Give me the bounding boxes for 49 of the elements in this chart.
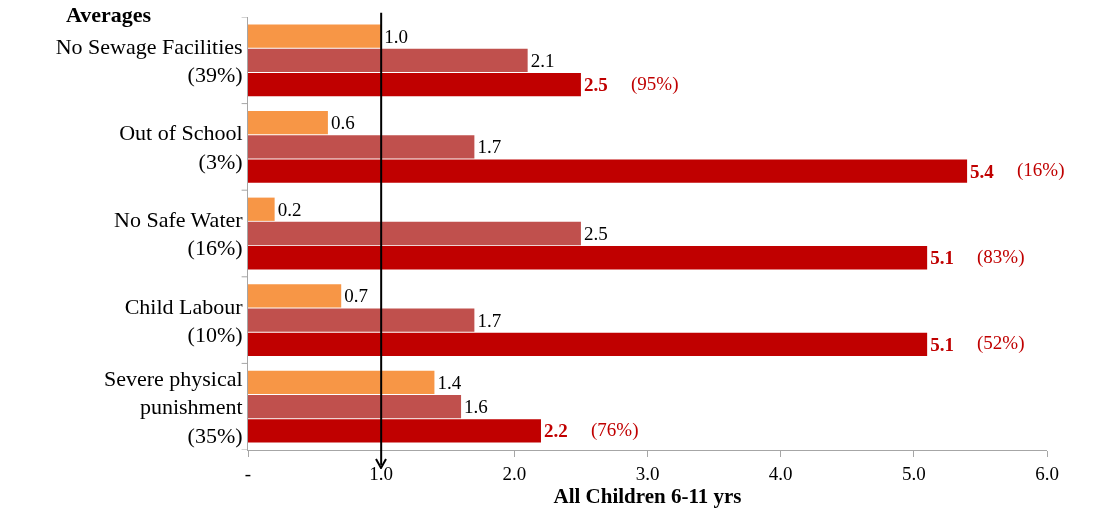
- data-label: 1.0: [384, 25, 408, 47]
- bar: [248, 48, 528, 72]
- data-label: 1.4: [437, 371, 462, 393]
- y-tick-label: No Sewage Facilities (39%): [55, 33, 243, 88]
- data-label: 2.2: [543, 420, 568, 442]
- x-tick-label: 2.0: [502, 462, 527, 484]
- data-label: 5.1: [930, 247, 954, 269]
- bar: [248, 284, 342, 308]
- data-label: 0.2: [277, 198, 302, 220]
- x-tick-label: 3.0: [635, 462, 660, 484]
- y-tick-label: No Safe Water (16%): [114, 206, 244, 261]
- data-label: 5.1: [930, 333, 954, 355]
- x-tick-label: 6.0: [1035, 462, 1059, 484]
- annotation: (95%): [631, 73, 679, 95]
- data-label: 2.5: [583, 223, 608, 244]
- annotation: (52%): [977, 332, 1025, 354]
- annotation: (16%): [1017, 159, 1065, 181]
- bar: [248, 221, 581, 246]
- bar: [248, 419, 541, 443]
- chart-title: Averages: [66, 2, 152, 27]
- data-label: 5.4: [970, 160, 995, 182]
- bar: [248, 370, 435, 395]
- bar: [248, 159, 968, 183]
- data-label: 0.7: [344, 285, 368, 307]
- annotation: (83%): [977, 246, 1025, 268]
- data-label: 1.7: [477, 309, 502, 331]
- y-tick-label: Child Labour (10%): [124, 293, 244, 348]
- bar: [248, 24, 382, 48]
- x-tick-label: -: [244, 462, 252, 484]
- bar: [248, 111, 328, 135]
- annotation: (76%): [591, 419, 639, 441]
- bar: [248, 246, 928, 270]
- x-tick-label: 1.0: [369, 462, 394, 484]
- x-axis-title: All Children 6-11 yrs: [553, 483, 742, 508]
- data-label: 1.6: [464, 396, 488, 418]
- bar: [248, 395, 462, 419]
- bar: [248, 135, 475, 159]
- bar: [248, 197, 275, 221]
- y-tick-label: Out of School (3%): [119, 120, 243, 174]
- x-tick-label: 5.0: [901, 462, 926, 484]
- x-tick-label: 4.0: [768, 462, 793, 484]
- data-label: 2.1: [530, 49, 555, 71]
- bar: [248, 332, 928, 356]
- bar: [248, 72, 581, 97]
- data-label: 1.7: [477, 136, 502, 158]
- data-label: 2.5: [583, 74, 608, 96]
- data-label: 0.6: [330, 112, 355, 134]
- y-tick-label: Severe physical punishment (35%): [103, 365, 243, 448]
- bar: [248, 308, 475, 332]
